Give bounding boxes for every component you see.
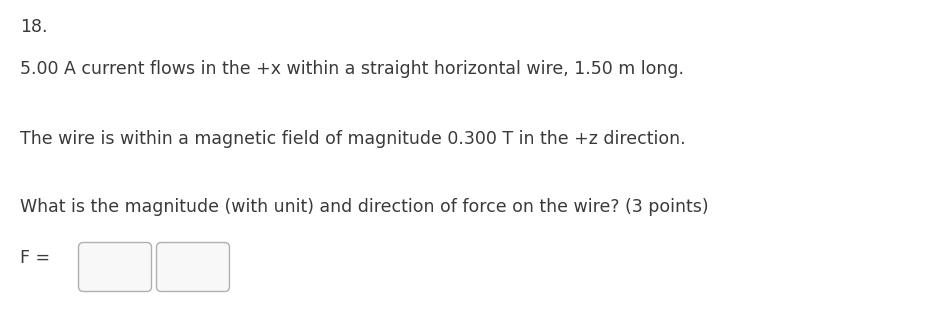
Text: What is the magnitude (with unit) and direction of force on the wire? (3 points): What is the magnitude (with unit) and di… bbox=[20, 198, 708, 216]
Text: F =: F = bbox=[20, 249, 50, 267]
Text: 18.: 18. bbox=[20, 18, 47, 36]
FancyBboxPatch shape bbox=[79, 243, 151, 292]
Text: 5.00 A current flows in the +x within a straight horizontal wire, 1.50 m long.: 5.00 A current flows in the +x within a … bbox=[20, 60, 683, 78]
Text: The wire is within a magnetic field of magnitude 0.300 T in the +z direction.: The wire is within a magnetic field of m… bbox=[20, 130, 685, 148]
FancyBboxPatch shape bbox=[157, 243, 229, 292]
